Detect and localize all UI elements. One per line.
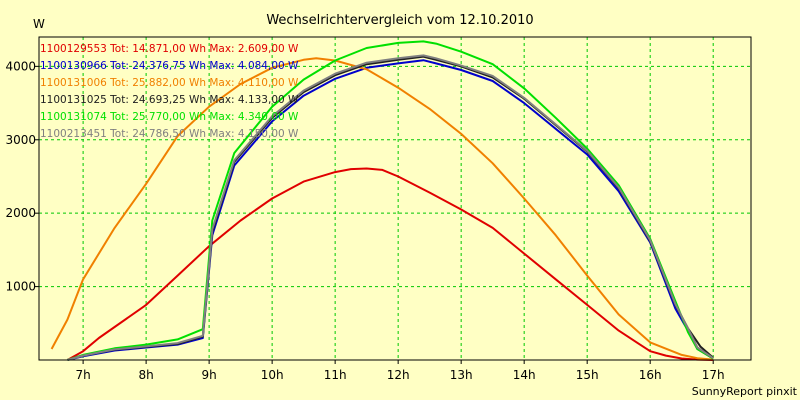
series-lines (50, 40, 714, 361)
x-tick-label: 14h (513, 368, 536, 382)
legend-entry-1100131006: 1100131006 Tot: 25.882,00 Wh Max: 4.110,… (40, 77, 299, 89)
y-tick-label: 1000 (5, 280, 36, 294)
x-tick-label: 12h (387, 368, 410, 382)
y-tick-label: 2000 (5, 206, 36, 220)
x-tick-label: 11h (324, 368, 347, 382)
x-tick-label: 9h (201, 368, 216, 382)
x-tick-label: 17h (702, 368, 725, 382)
grid (39, 37, 751, 360)
series-line-1100213451 (67, 54, 714, 361)
series-line-1100129553 (66, 167, 714, 361)
x-tick-label: 13h (450, 368, 473, 382)
plot-area (38, 36, 752, 361)
plot-border (38, 36, 752, 361)
series-line-1100131006 (50, 57, 714, 361)
legend-entry-1100213451: 1100213451 Tot: 24.786,50 Wh Max: 4.150,… (40, 128, 299, 140)
chart-title: Wechselrichtervergleich vom 12.10.2010 (266, 13, 533, 28)
legend: 1100129553 Tot: 14.871,00 Wh Max: 2.609,… (40, 43, 299, 140)
legend-entry-1100131074: 1100131074 Tot: 25.770,00 Wh Max: 4.340,… (40, 111, 299, 123)
x-tick-label: 8h (138, 368, 153, 382)
legend-entry-1100129553: 1100129553 Tot: 14.871,00 Wh Max: 2.609,… (40, 43, 299, 55)
x-tick-label: 15h (576, 368, 599, 382)
legend-entry-1100130966: 1100130966 Tot: 24.376,75 Wh Max: 4.084,… (40, 60, 299, 72)
axis-ticks: 7h 8h 9h 10h 11h 12h 13h 14h 15h 16h 17h 1000 2000 30… (5, 59, 724, 382)
footer-credit: SunnyReport pinxit (692, 385, 798, 398)
y-tick-label: 3000 (5, 133, 36, 147)
legend-entry-1100131025: 1100131025 Tot: 24.693,25 Wh Max: 4.133,… (40, 94, 299, 106)
y-tick-label: 4000 (5, 59, 36, 73)
x-tick-label: 16h (639, 368, 662, 382)
x-tick-label: 7h (75, 368, 90, 382)
y-axis-label: W (33, 17, 45, 31)
x-tick-label: 10h (261, 368, 284, 382)
